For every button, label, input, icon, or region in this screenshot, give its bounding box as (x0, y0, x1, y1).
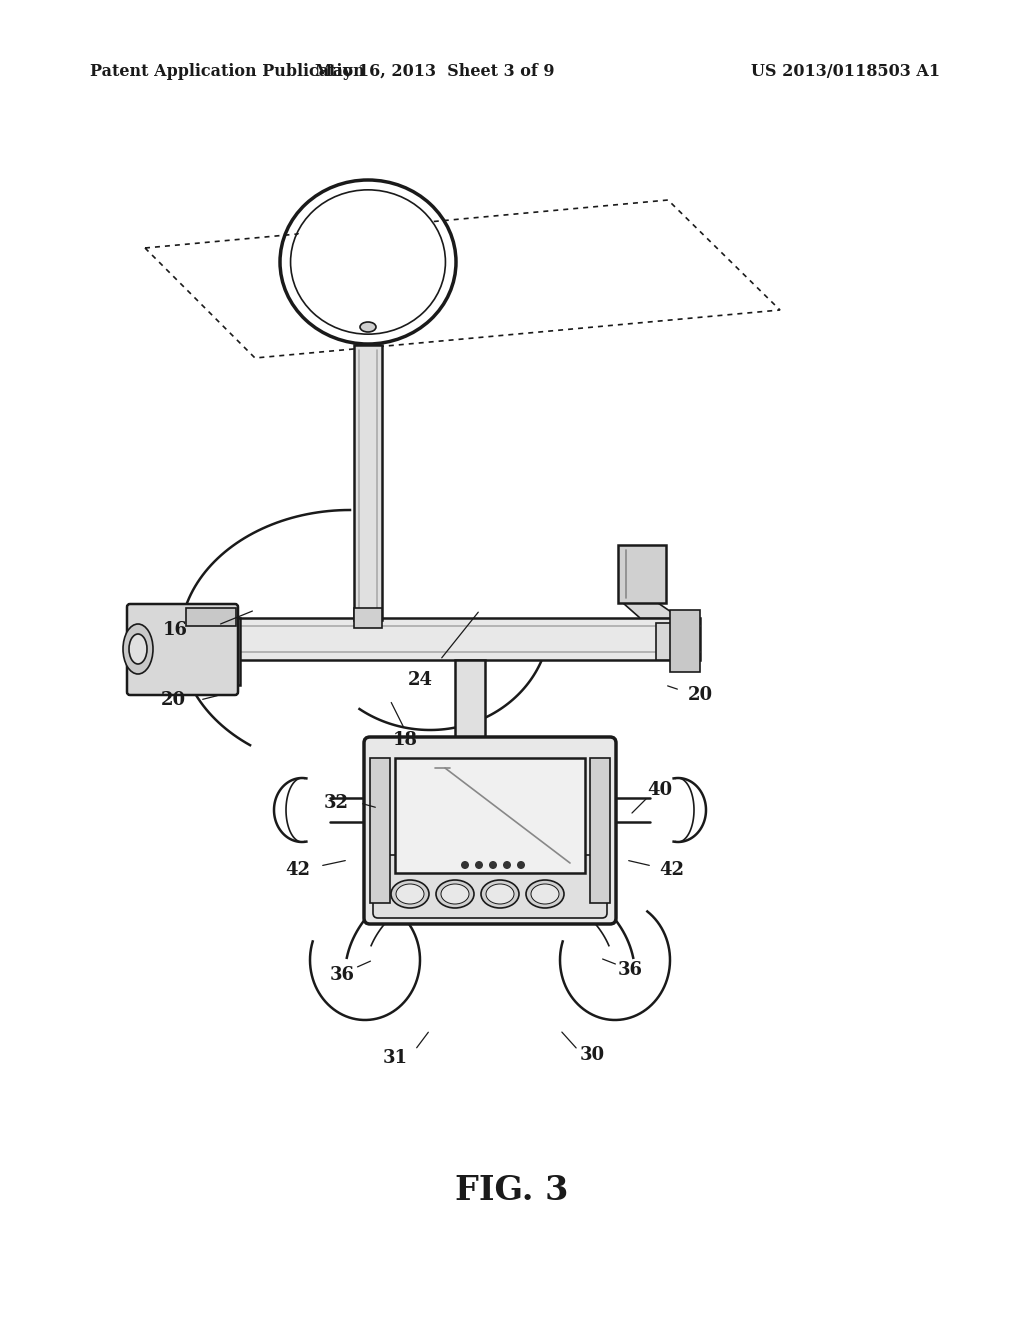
Text: May 16, 2013  Sheet 3 of 9: May 16, 2013 Sheet 3 of 9 (315, 63, 555, 81)
Ellipse shape (436, 880, 474, 908)
Bar (395, 758, 585, 873)
Text: 16: 16 (163, 620, 187, 639)
Ellipse shape (391, 880, 429, 908)
Text: US 2013/0118503 A1: US 2013/0118503 A1 (751, 63, 940, 81)
Bar (186, 609, 236, 626)
FancyBboxPatch shape (373, 855, 607, 917)
FancyBboxPatch shape (364, 737, 616, 924)
Text: Patent Application Publication: Patent Application Publication (90, 63, 365, 81)
Text: 20: 20 (687, 686, 713, 704)
Text: 30: 30 (580, 1045, 604, 1064)
Polygon shape (623, 603, 680, 618)
Text: 42: 42 (286, 861, 310, 879)
Ellipse shape (531, 884, 559, 904)
Text: 18: 18 (392, 731, 418, 748)
Text: 32: 32 (324, 795, 348, 812)
Ellipse shape (123, 624, 153, 675)
Bar (670, 610, 700, 672)
Text: 31: 31 (383, 1049, 408, 1067)
Circle shape (517, 861, 525, 869)
Bar (370, 758, 390, 903)
Ellipse shape (526, 880, 564, 908)
Text: 40: 40 (647, 781, 673, 799)
Circle shape (461, 861, 469, 869)
Bar (185, 618, 240, 685)
Circle shape (503, 861, 511, 869)
Polygon shape (656, 623, 694, 660)
Bar (185, 618, 700, 660)
Text: 36: 36 (330, 966, 354, 983)
Bar (455, 660, 485, 762)
Text: 42: 42 (659, 861, 684, 879)
Text: 20: 20 (161, 690, 185, 709)
Bar (354, 609, 382, 628)
Text: FIG. 3: FIG. 3 (456, 1173, 568, 1206)
Ellipse shape (360, 322, 376, 333)
Circle shape (489, 861, 497, 869)
Ellipse shape (486, 884, 514, 904)
Circle shape (475, 861, 483, 869)
Ellipse shape (292, 191, 443, 333)
Ellipse shape (481, 880, 519, 908)
Bar (590, 758, 610, 903)
Ellipse shape (441, 884, 469, 904)
FancyBboxPatch shape (127, 605, 238, 696)
Bar (618, 545, 666, 603)
Text: 24: 24 (408, 671, 432, 689)
Ellipse shape (129, 634, 147, 664)
Ellipse shape (396, 884, 424, 904)
Text: 36: 36 (617, 961, 642, 979)
Bar (354, 345, 382, 620)
